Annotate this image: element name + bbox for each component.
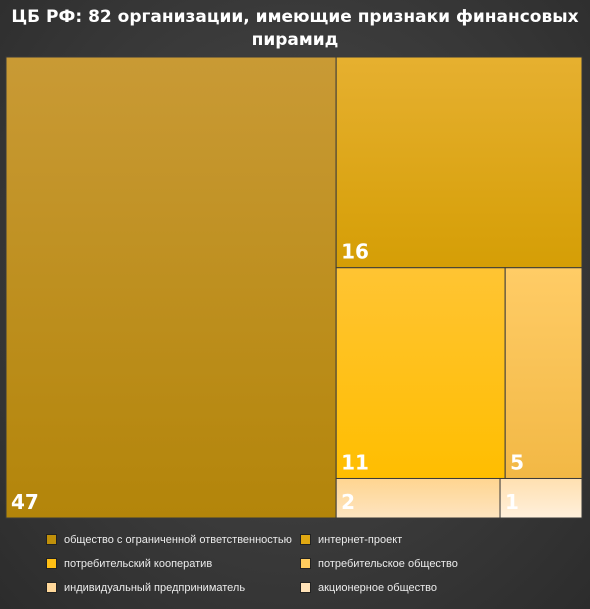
legend-swatch: [46, 582, 57, 593]
legend-swatch: [46, 534, 57, 545]
legend-item: интернет-проект: [300, 532, 560, 547]
legend-item: акционерное общество: [300, 580, 560, 595]
legend-item: общество с ограниченной ответственностью: [46, 532, 300, 547]
treemap-chart: 47 16 11 5 2 1: [5, 56, 583, 519]
legend-label: индивидуальный предприниматель: [64, 581, 246, 594]
data-label: 16: [341, 240, 369, 264]
legend-label: общество с ограниченной ответственностью: [64, 533, 292, 546]
legend-label: акционерное общество: [318, 581, 438, 594]
legend-label: интернет-проект: [318, 533, 403, 546]
treemap-cell: [5, 56, 337, 519]
data-label: 1: [505, 490, 519, 514]
treemap-cell: [335, 56, 583, 269]
legend-swatch: [300, 534, 311, 545]
treemap-cell: [335, 477, 501, 519]
legend-swatch: [46, 558, 57, 569]
legend-label: потребительское общество: [318, 557, 458, 570]
treemap-cell: [335, 267, 506, 479]
treemap-cell: [504, 267, 583, 479]
data-label: 11: [341, 450, 369, 474]
legend: общество с ограниченной ответственностью…: [46, 532, 566, 595]
legend-swatch: [300, 582, 311, 593]
legend-item: потребительское общество: [300, 556, 560, 571]
data-label: 2: [341, 490, 355, 514]
chart-title: ЦБ РФ: 82 организации, имеющие признаки …: [11, 7, 579, 50]
legend-swatch: [300, 558, 311, 569]
legend-item: индивидуальный предприниматель: [46, 580, 300, 595]
legend-label: потребительский кооператив: [64, 557, 213, 570]
legend-item: потребительский кооператив: [46, 556, 300, 571]
data-label: 47: [11, 490, 39, 514]
treemap-cell: [499, 477, 583, 519]
data-label: 5: [510, 450, 524, 474]
